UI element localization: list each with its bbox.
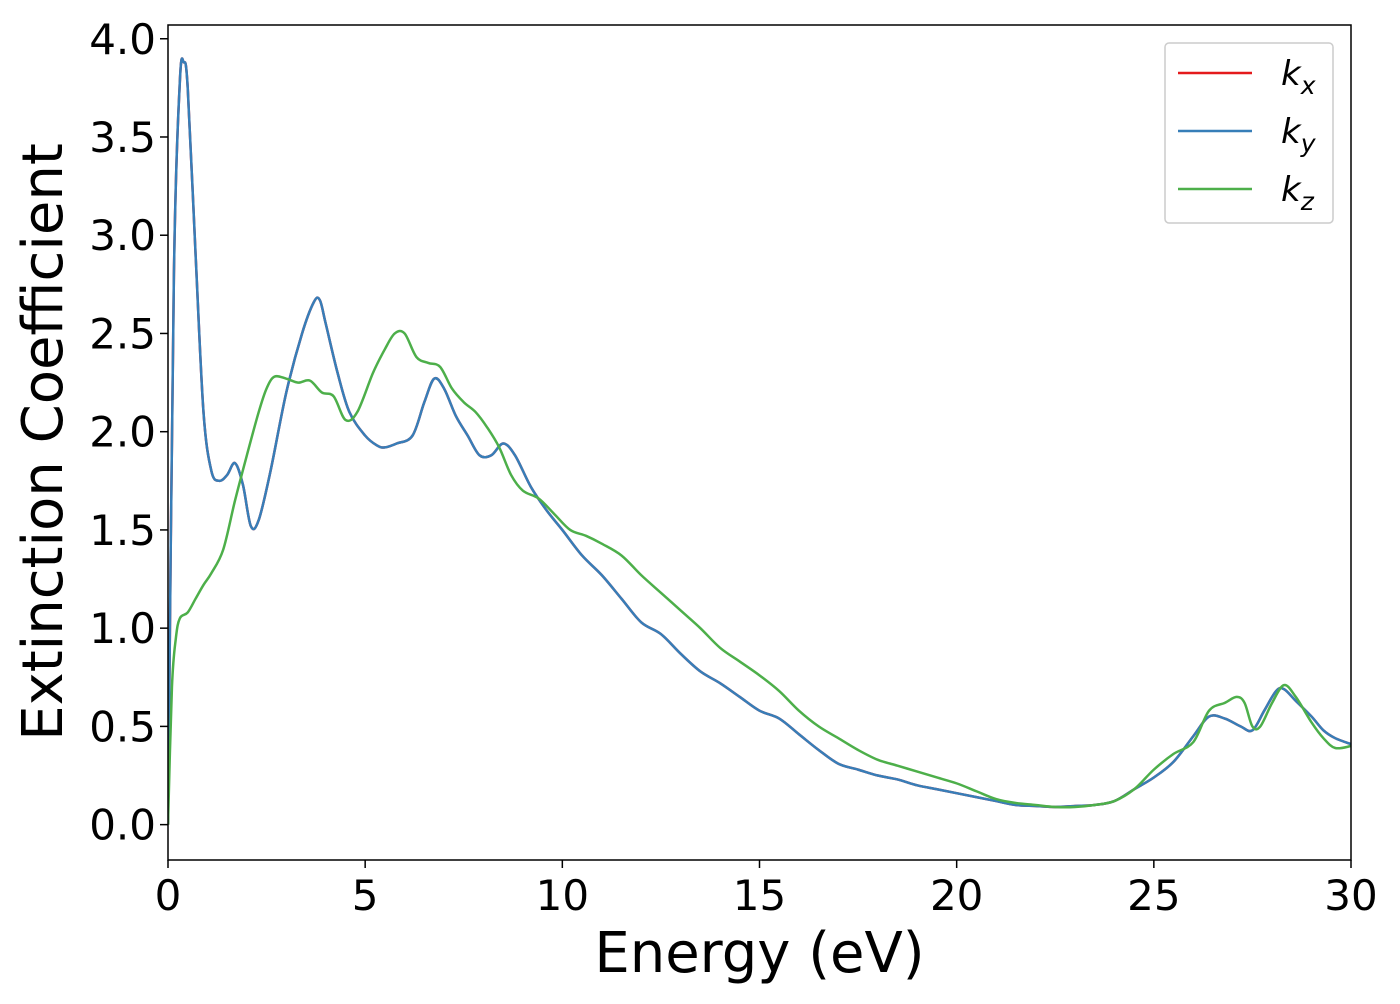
x-axis-title: Energy (eV) (594, 921, 924, 986)
x-tick-label: 15 (733, 871, 786, 920)
x-tick-label: 30 (1324, 871, 1377, 920)
legend-frame (1164, 42, 1334, 224)
x-axis: 0 5 10 15 20 25 30 (155, 860, 1378, 920)
y-tick-label: 0.0 (89, 801, 156, 850)
legend-label-kz: kz (1281, 170, 1315, 216)
y-tick-label: 2.0 (89, 408, 156, 457)
y-tick-label: 3.5 (89, 113, 156, 162)
y-tick-label: 0.5 (89, 702, 156, 751)
series-line-ky (168, 57, 1351, 825)
series-layer (168, 57, 1351, 825)
y-tick-label: 3.0 (89, 211, 156, 260)
y-tick-label: 2.5 (89, 309, 156, 358)
x-tick-label: 10 (536, 871, 589, 920)
legend-label-kx: kx (1281, 54, 1316, 100)
y-tick-label: 1.0 (89, 604, 156, 653)
y-tick-label: 4.0 (89, 15, 156, 64)
legend: kx ky kz (1164, 42, 1334, 224)
y-axis-title: Extinction Coefficient (11, 143, 76, 741)
legend-label-ky: ky (1281, 112, 1317, 158)
x-tick-label: 20 (930, 871, 983, 920)
x-tick-label: 25 (1127, 871, 1180, 920)
x-tick-label: 0 (155, 871, 182, 920)
y-axis: 0.0 0.5 1.0 1.5 2.0 2.5 3.0 3.5 4.0 (89, 15, 168, 850)
series-line-kz (168, 329, 1351, 825)
x-tick-label: 5 (352, 871, 379, 920)
y-tick-label: 1.5 (89, 506, 156, 555)
